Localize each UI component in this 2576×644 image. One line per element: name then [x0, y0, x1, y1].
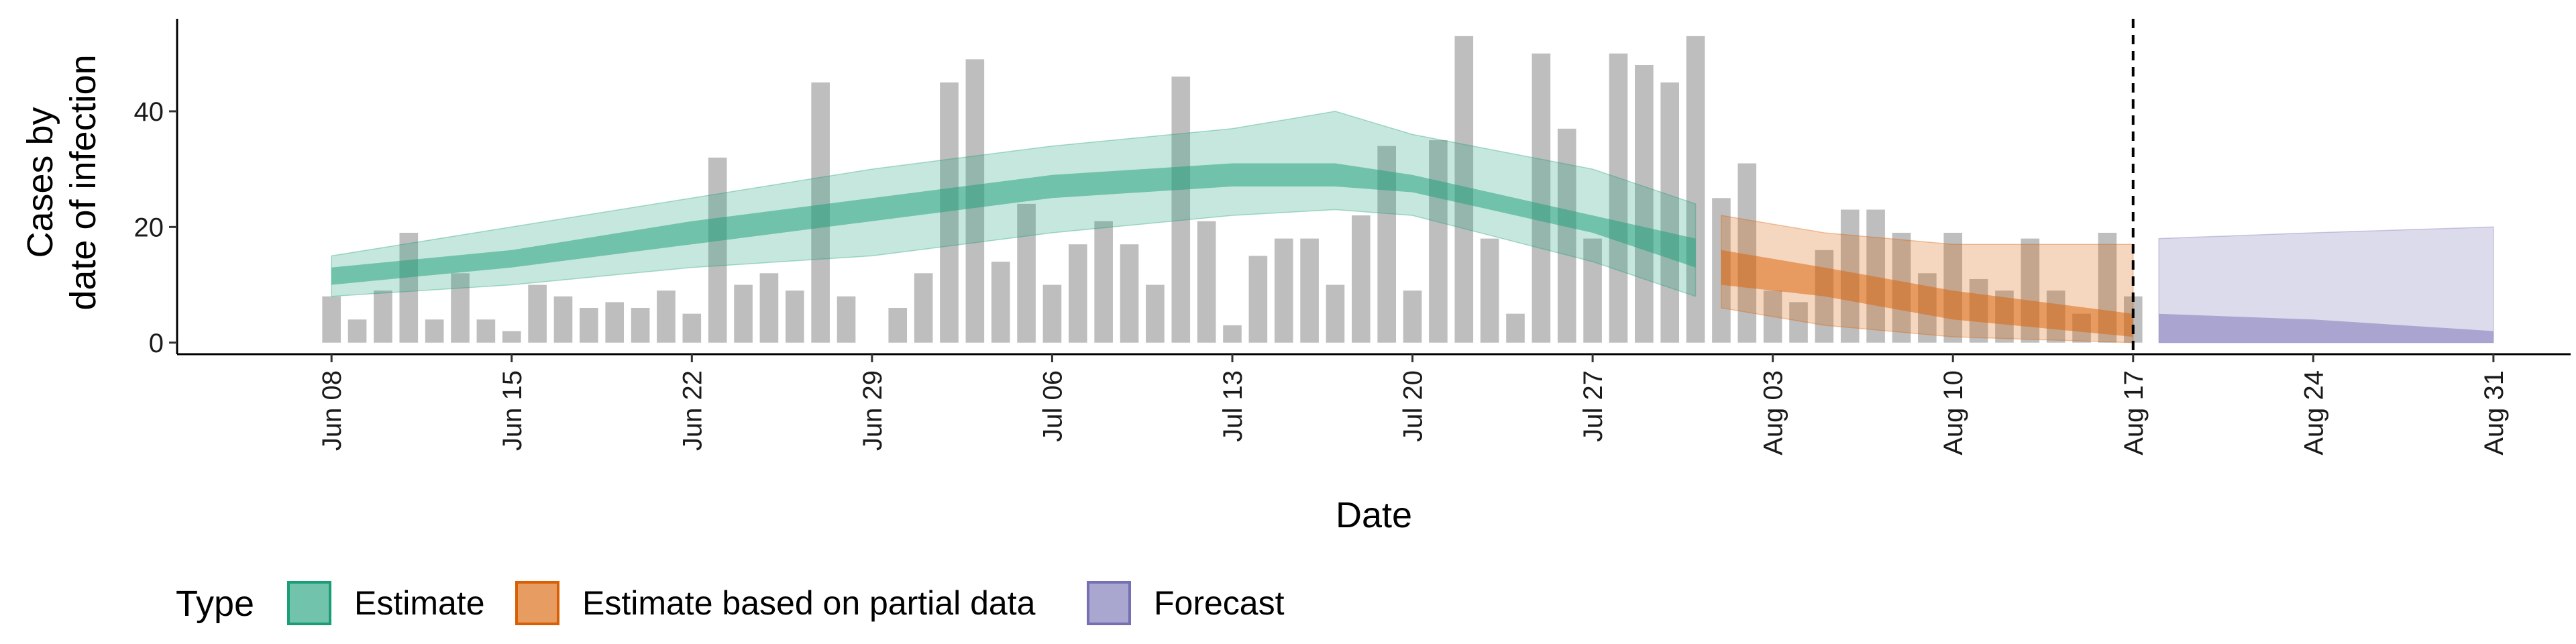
x-axis-title: Date: [1336, 495, 1412, 535]
x-tick-label: Jun 08: [317, 370, 347, 451]
case-bar: [888, 308, 908, 343]
case-bar: [1609, 53, 1628, 343]
case-bar: [1429, 140, 1448, 343]
case-bar: [1146, 284, 1165, 343]
case-bar: [991, 262, 1010, 343]
case-bar: [322, 296, 341, 343]
case-bar: [1506, 313, 1525, 343]
case-bar: [1094, 221, 1113, 343]
case-bar: [502, 331, 521, 343]
case-bar: [1480, 238, 1499, 343]
x-tick-label: Jul 13: [1218, 370, 1248, 442]
case-bar: [734, 284, 753, 343]
case-bar: [1223, 325, 1242, 343]
case-bar: [1403, 290, 1422, 343]
x-tick-label: Jul 06: [1038, 370, 1067, 442]
case-bar: [914, 273, 933, 343]
case-bar: [1583, 238, 1602, 343]
case-bar: [1042, 284, 1062, 343]
case-bar: [759, 273, 779, 343]
case-bar: [1171, 76, 1191, 343]
case-bar: [1660, 82, 1680, 343]
case-bar: [1763, 290, 1782, 343]
case-bar: [476, 319, 496, 343]
case-bar: [682, 313, 702, 343]
case-bar: [580, 308, 598, 343]
estimate-band-50: [331, 163, 1696, 285]
case-bar: [1557, 128, 1576, 343]
y-axis-title-line-1: Cases by: [20, 107, 60, 258]
legend: Type Estimate Estimate based on partial d…: [176, 581, 1285, 625]
case-bar: [347, 319, 367, 343]
case-bar: [708, 157, 727, 343]
x-tick-label: Jul 20: [1399, 370, 1428, 442]
y-ticks: 0 20 40: [134, 97, 177, 358]
legend-key-1: [287, 581, 331, 625]
case-bar: [1197, 221, 1216, 343]
case-bar: [451, 273, 470, 343]
legend-label-2: Estimate based on partial data: [582, 584, 1036, 622]
case-bar: [1120, 244, 1139, 343]
x-tick-label: Jun 22: [678, 370, 707, 451]
x-tick-label: Aug 03: [1759, 370, 1788, 455]
case-bar: [1943, 232, 1963, 343]
case-bar: [1068, 244, 1087, 343]
case-bar: [1300, 238, 1319, 343]
case-bar: [785, 290, 804, 343]
case-bar: [374, 290, 392, 343]
case-bar: [1635, 64, 1654, 343]
estimate-bands: [331, 111, 2494, 343]
axes: [176, 19, 2571, 356]
y-tick-label: 40: [134, 97, 164, 127]
case-bar: [605, 302, 625, 343]
case-bar: [657, 290, 676, 343]
case-bar: [1532, 53, 1551, 343]
legend-key-2: [515, 581, 559, 625]
x-tick-label: Aug 17: [2119, 370, 2149, 455]
x-tick-label: Aug 24: [2299, 370, 2328, 455]
estimate-band-90: [331, 111, 1697, 297]
reported-cases-bars: [322, 36, 2143, 343]
x-tick-label: Aug 10: [1939, 370, 1968, 455]
x-ticks: Jun 08 Jun 15 Jun 22 Jun 29 Jul 06 Jul 13 Jul …: [317, 354, 2509, 455]
case-bar: [631, 308, 650, 343]
case-bar: [1789, 302, 1808, 343]
case-bar: [528, 284, 547, 343]
case-bar: [1352, 215, 1371, 343]
case-bar: [1686, 36, 1705, 343]
case-bar: [940, 82, 959, 343]
case-bar: [1737, 163, 1757, 343]
legend-label-1: Estimate: [354, 584, 485, 622]
case-bar: [1274, 238, 1293, 343]
case-bar: [1326, 284, 1345, 343]
y-tick-label: 20: [134, 213, 164, 242]
case-bar: [425, 319, 444, 343]
case-bar: [399, 232, 419, 343]
case-bar: [837, 296, 856, 343]
legend-label-3: Forecast: [1154, 584, 1285, 622]
case-bar: [553, 296, 573, 343]
forecast-band-50: [2159, 313, 2493, 343]
x-tick-label: Jun 29: [858, 370, 888, 451]
x-tick-label: Jul 27: [1578, 370, 1608, 442]
y-axis-title-line-2: date of infection: [63, 54, 103, 310]
estimate-based-on-partial-data-band-50: [1721, 250, 2133, 337]
case-bar: [1248, 256, 1268, 343]
y-tick-label: 0: [149, 329, 164, 358]
x-tick-label: Jun 15: [498, 370, 527, 451]
legend-title: Type: [176, 584, 254, 624]
legend-key-3: [1087, 581, 1131, 625]
case-bar: [1017, 203, 1036, 343]
x-tick-label: Aug 31: [2479, 370, 2509, 455]
